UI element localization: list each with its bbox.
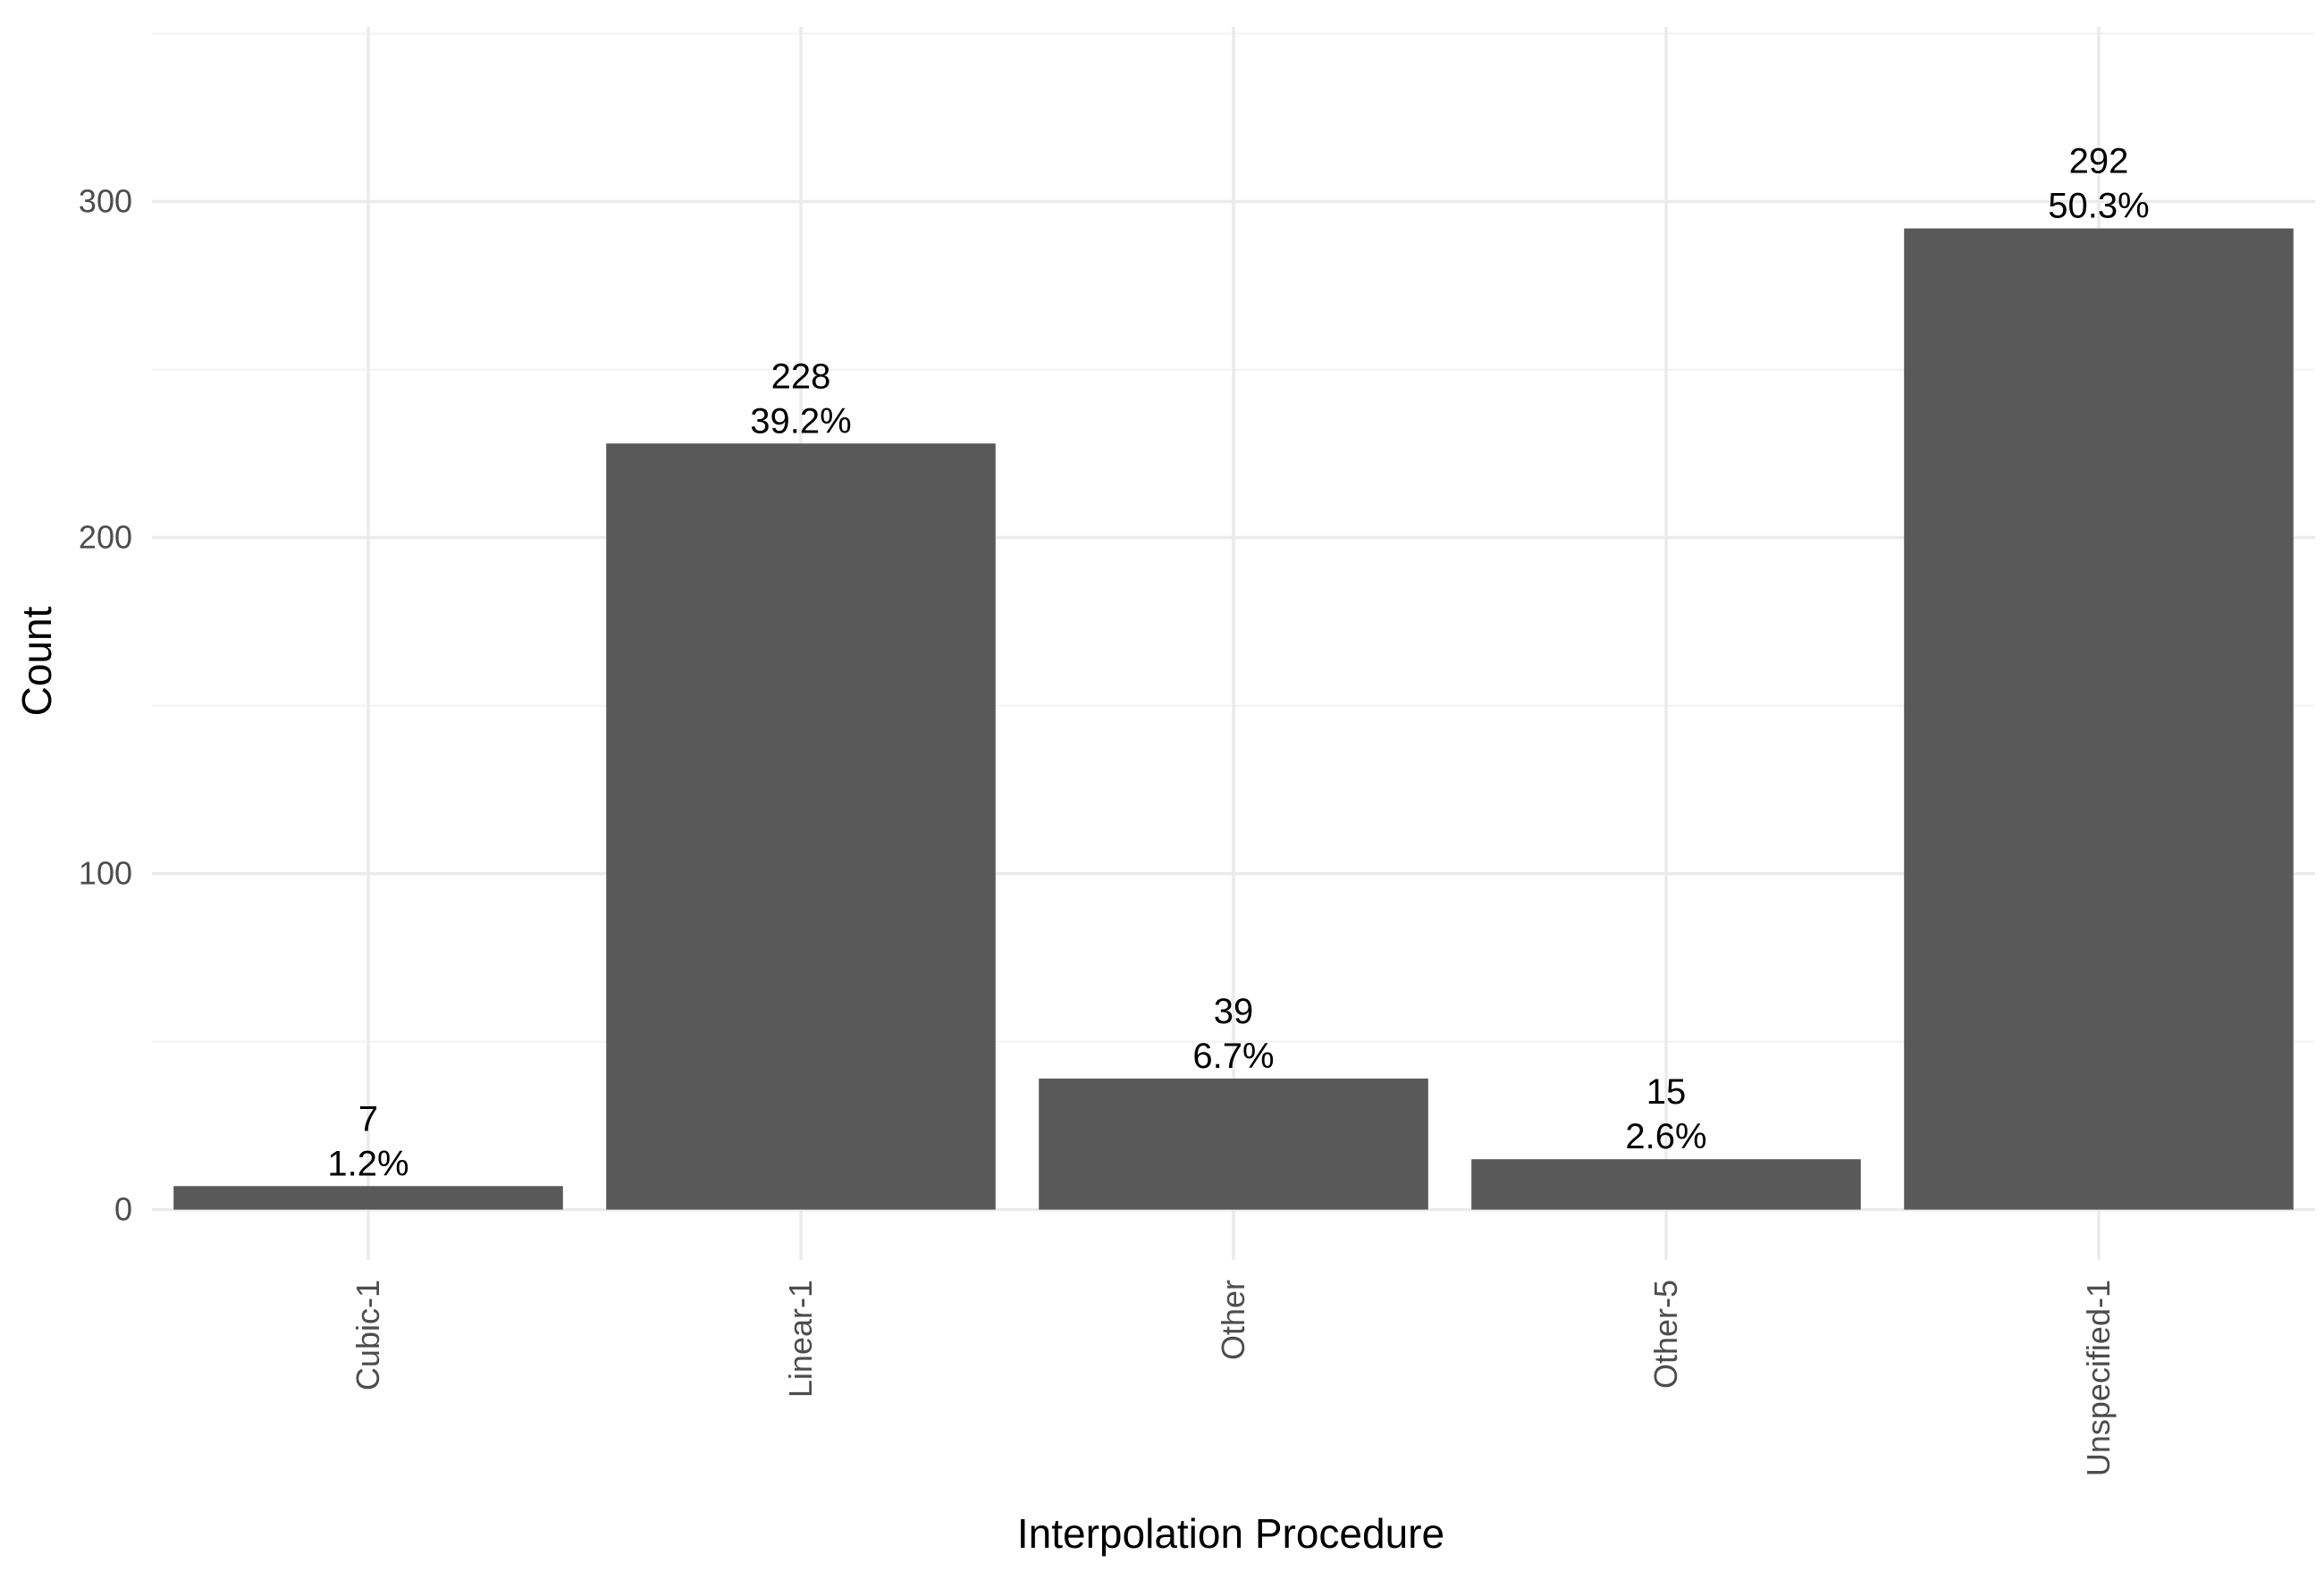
x-tick-label: Cubic-1 [349,1280,386,1390]
y-tick-label: 0 [114,1191,132,1228]
bar [1904,228,2294,1210]
bar-percent-label: 50.3% [2048,187,2149,226]
bar-count-label: 292 [2069,142,2129,181]
bar-percent-label: 6.7% [1192,1037,1274,1076]
x-tick-label: Other [1215,1280,1251,1360]
y-axis-title: Count [13,606,60,716]
bar-percent-label: 2.6% [1625,1117,1706,1156]
y-tick-label: 200 [79,519,132,556]
data-labels: 7 1.2% 228 39.2% 39 6.7% 15 2.6% 292 50.3% [327,142,2149,1184]
x-axis-tick-labels: Cubic-1 Linear-1 Other Other-5 Unspecified-1 [349,1280,2117,1476]
y-tick-label: 100 [79,855,132,892]
bar-count-label: 39 [1214,992,1254,1031]
y-tick-label: 300 [79,183,132,220]
bar [1039,1078,1428,1210]
bar-count-label: 15 [1646,1072,1687,1112]
bar-count-label: 228 [771,357,831,396]
bar [1471,1159,1861,1210]
bar-percent-label: 39.2% [750,401,851,441]
x-axis-title: Interpolation Procedure [1017,1510,1444,1557]
bar-percent-label: 1.2% [327,1144,408,1183]
bar [606,443,996,1210]
y-axis-tick-labels: 0 100 200 300 [79,183,132,1228]
x-tick-label: Linear-1 [782,1280,819,1398]
bars [173,228,2294,1210]
bar-count-label: 7 [358,1099,378,1138]
x-tick-label: Other-5 [1647,1280,1684,1389]
x-tick-label: Unspecified-1 [2080,1280,2117,1476]
bar [173,1186,563,1210]
